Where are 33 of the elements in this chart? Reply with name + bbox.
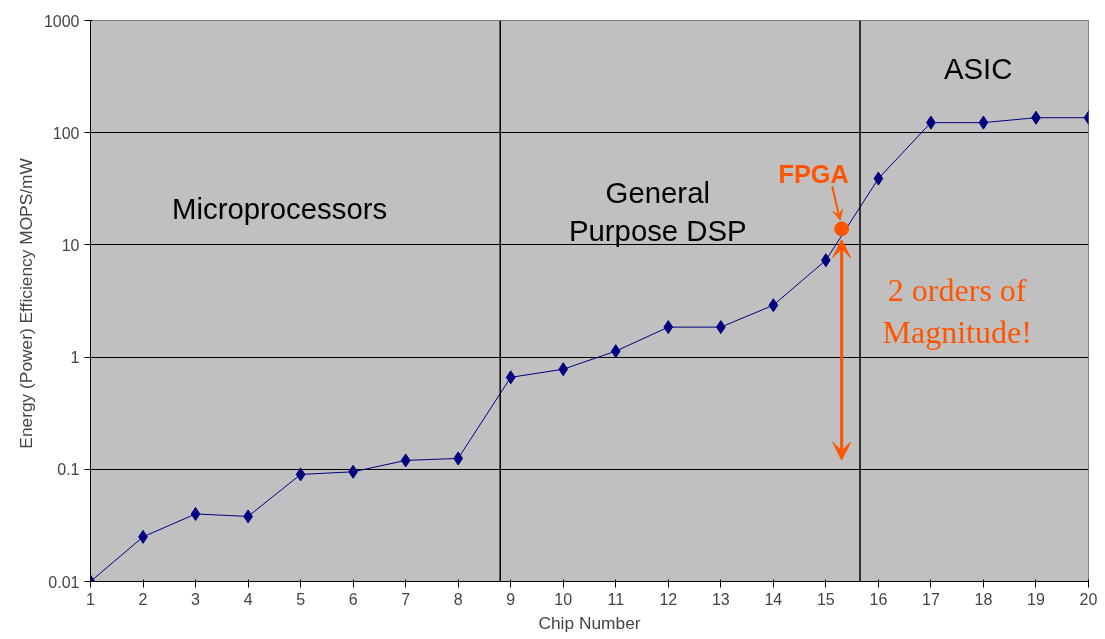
x-tick-label: 14 [764, 590, 783, 608]
x-tick-label: 7 [401, 590, 411, 608]
x-tick-label: 2 [138, 590, 148, 608]
y-tick-label: 0.01 [48, 573, 80, 591]
annotation: 2 orders of Magnitude! [882, 272, 1032, 351]
x-tick-label: 9 [506, 590, 516, 608]
annotation: Microprocessors [172, 192, 388, 226]
y-tick-label: 1000 [43, 12, 80, 30]
y-axis-title: Energy (Power) Efficiency MOPS/mW [15, 157, 36, 449]
x-tick-label: 17 [922, 590, 940, 608]
x-tick-label: 18 [974, 590, 993, 608]
y-tick-label: 1 [70, 349, 80, 367]
x-tick-label: 20 [1079, 590, 1098, 608]
x-tick-label: 13 [711, 590, 730, 608]
x-tick-label: 11 [607, 590, 625, 608]
y-tick-label: 10 [61, 236, 80, 254]
y-tick-label: 0.1 [57, 461, 80, 479]
x-tick-label: 16 [869, 590, 888, 608]
x-tick-label: 10 [554, 590, 573, 608]
x-tick-label: 12 [659, 590, 678, 608]
annotation: ASIC [943, 52, 1013, 86]
x-tick-label: 1 [86, 590, 96, 608]
x-tick-label: 3 [191, 590, 201, 608]
annotation: General Purpose DSP [568, 175, 747, 247]
y-tick-label: 100 [52, 124, 80, 142]
x-tick-label: 4 [243, 590, 253, 608]
x-tick-label: 8 [453, 590, 463, 608]
x-tick-label: 19 [1027, 590, 1045, 608]
x-axis-title: Chip Number [538, 612, 641, 633]
x-tick-label: 15 [816, 590, 835, 608]
series-label: FPGA [778, 159, 849, 188]
x-tick-label: 6 [348, 590, 358, 608]
x-tick-label: 5 [296, 590, 306, 608]
